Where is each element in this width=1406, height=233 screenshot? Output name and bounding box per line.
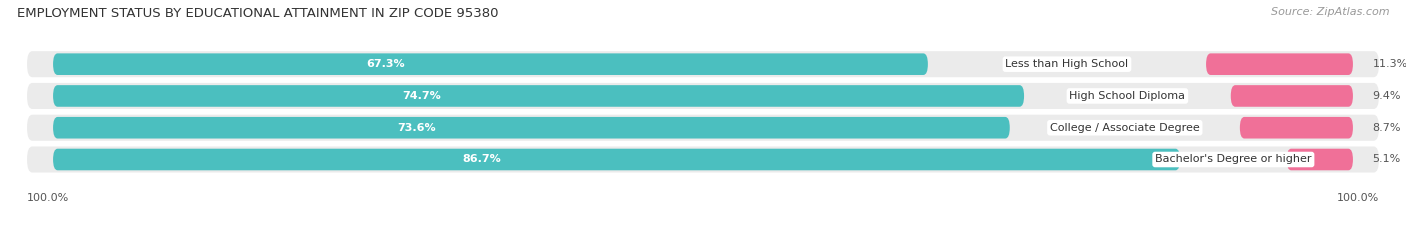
FancyBboxPatch shape <box>1230 85 1353 107</box>
FancyBboxPatch shape <box>53 53 928 75</box>
FancyBboxPatch shape <box>27 83 1379 109</box>
FancyBboxPatch shape <box>1240 117 1353 139</box>
FancyBboxPatch shape <box>53 85 1024 107</box>
FancyBboxPatch shape <box>1286 149 1353 170</box>
Text: Source: ZipAtlas.com: Source: ZipAtlas.com <box>1271 7 1389 17</box>
Text: College / Associate Degree: College / Associate Degree <box>1050 123 1199 133</box>
Text: 11.3%: 11.3% <box>1372 59 1406 69</box>
Text: 74.7%: 74.7% <box>402 91 441 101</box>
Text: 86.7%: 86.7% <box>463 154 501 164</box>
Text: High School Diploma: High School Diploma <box>1070 91 1185 101</box>
FancyBboxPatch shape <box>1206 53 1353 75</box>
Text: 8.7%: 8.7% <box>1372 123 1400 133</box>
FancyBboxPatch shape <box>53 149 1180 170</box>
Text: Bachelor's Degree or higher: Bachelor's Degree or higher <box>1156 154 1312 164</box>
Text: 73.6%: 73.6% <box>398 123 436 133</box>
Text: 5.1%: 5.1% <box>1372 154 1400 164</box>
Text: 100.0%: 100.0% <box>27 193 69 203</box>
Text: Less than High School: Less than High School <box>1005 59 1129 69</box>
FancyBboxPatch shape <box>27 147 1379 172</box>
FancyBboxPatch shape <box>27 51 1379 77</box>
Text: 9.4%: 9.4% <box>1372 91 1400 101</box>
Text: EMPLOYMENT STATUS BY EDUCATIONAL ATTAINMENT IN ZIP CODE 95380: EMPLOYMENT STATUS BY EDUCATIONAL ATTAINM… <box>17 7 498 20</box>
Text: 67.3%: 67.3% <box>366 59 405 69</box>
FancyBboxPatch shape <box>27 115 1379 141</box>
FancyBboxPatch shape <box>53 117 1010 139</box>
Legend: In Labor Force, Unemployed: In Labor Force, Unemployed <box>593 230 813 233</box>
Text: 100.0%: 100.0% <box>1337 193 1379 203</box>
